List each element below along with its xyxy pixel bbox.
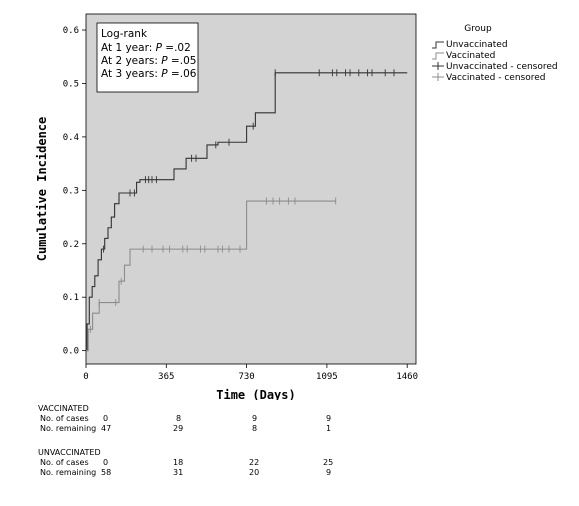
annotation-line-3: At 3 years: P =.06 [101, 68, 197, 80]
censor-layer [89, 69, 395, 333]
x-tick-label-0: 0 [83, 372, 88, 382]
risk-cases-unvaccinated-1: 18 [173, 458, 184, 467]
risk-remaining-vaccinated-1: 29 [173, 424, 184, 433]
risk-remaining-label-unvaccinated: No. remaining [40, 468, 97, 477]
risk-remaining-vaccinated-2: 8 [252, 424, 258, 433]
annotation-line-3-value: =.06 [168, 68, 197, 80]
y-tick-label-6: 0.6 [63, 26, 79, 36]
annotation-line-1-prefix: At 1 year: [101, 42, 156, 54]
risk-cases-vaccinated-1: 8 [176, 414, 182, 423]
risk-remaining-label-vaccinated: No. remaining [40, 424, 97, 433]
y-tick-label-0: 0.0 [63, 347, 79, 357]
legend-swatch-unvaccinated-censored [432, 62, 444, 70]
legend-label-unvaccinated-censored: Unvaccinated - censored [446, 62, 558, 72]
annotation-line-2-prefix: At 2 years: [101, 55, 161, 67]
y-tick-label-4: 0.4 [63, 133, 79, 143]
kaplan-meier-chart: 0 365 730 1095 1460 0.0 0.1 0.2 0.3 0.4 0.5 0.6 Cum… [35, 13, 558, 400]
annotation-line-1-p: P [156, 42, 163, 54]
x-tick-label-1: 365 [158, 372, 174, 382]
x-tick-label-2: 730 [238, 372, 254, 382]
y-tick-label-3: 0.3 [63, 186, 79, 196]
legend-title: Group [464, 24, 492, 34]
legend-swatch-vaccinated [432, 52, 444, 60]
x-tick-label-3: 1095 [316, 372, 338, 382]
risk-remaining-unvaccinated-3: 9 [326, 468, 332, 477]
annotation-box: Log-rank At 1 year: P =.02 At 2 years: P… [96, 22, 199, 93]
legend-label-vaccinated-censored: Vaccinated - censored [446, 73, 545, 83]
annotation-line-1: At 1 year: P =.02 [101, 42, 191, 54]
y-tick-label-2: 0.2 [63, 240, 79, 250]
x-axis-title: Time (Days) [216, 388, 295, 400]
axes: 0 365 730 1095 1460 0.0 0.1 0.2 0.3 0.4 0.5 0.6 [63, 26, 418, 382]
legend-swatch-vaccinated-censored [432, 73, 444, 81]
legend-swatch-unvaccinated [432, 41, 444, 49]
annotation-title: Log-rank [101, 28, 148, 40]
y-axis-title: Cumulative Incidence [35, 117, 49, 262]
risk-remaining-vaccinated-0: 47 [101, 424, 112, 433]
risk-cases-vaccinated-0: 0 [103, 414, 109, 423]
risk-cases-vaccinated-2: 9 [252, 414, 258, 423]
series-line-vaccinated [86, 200, 336, 352]
risk-remaining-unvaccinated-2: 20 [249, 468, 260, 477]
risk-cases-unvaccinated-0: 0 [103, 458, 109, 467]
risk-remaining-unvaccinated-1: 31 [173, 468, 184, 477]
legend-label-unvaccinated: Unvaccinated [446, 40, 508, 50]
annotation-line-2-p: P [161, 55, 168, 67]
legend: Group Unvaccinated Vaccinated Unvaccinat… [432, 24, 558, 83]
legend-label-vaccinated: Vaccinated [446, 51, 495, 61]
risk-cases-unvaccinated-2: 22 [249, 458, 260, 467]
annotation-line-2-value: =.05 [168, 55, 197, 67]
series-layer [86, 72, 408, 352]
annotation-frame [96, 22, 199, 93]
risk-cases-unvaccinated-3: 25 [323, 458, 334, 467]
risk-cases-label-unvaccinated: No. of cases [40, 458, 89, 467]
annotation-line-3-p: P [161, 68, 168, 80]
y-tick-label-5: 0.5 [63, 79, 79, 89]
annotation-line-1-value: =.02 [162, 42, 191, 54]
annotation-line-3-prefix: At 3 years: [101, 68, 161, 80]
x-tick-label-4: 1460 [396, 372, 418, 382]
risk-cases-vaccinated-3: 9 [326, 414, 332, 423]
risk-group-title-unvaccinated: UNVACCINATED [38, 448, 101, 457]
y-tick-label-1: 0.1 [63, 293, 79, 303]
risk-cases-label-vaccinated: No. of cases [40, 414, 89, 423]
risk-remaining-vaccinated-3: 1 [326, 424, 332, 433]
annotation-line-2: At 2 years: P =.05 [101, 55, 196, 67]
risk-group-title-vaccinated: VACCINATED [38, 404, 89, 413]
risk-table: VACCINATED No. of cases 0 8 9 9 No. rema… [0, 404, 579, 504]
risk-remaining-unvaccinated-0: 58 [101, 468, 112, 477]
series-line-unvaccinated [86, 72, 408, 352]
